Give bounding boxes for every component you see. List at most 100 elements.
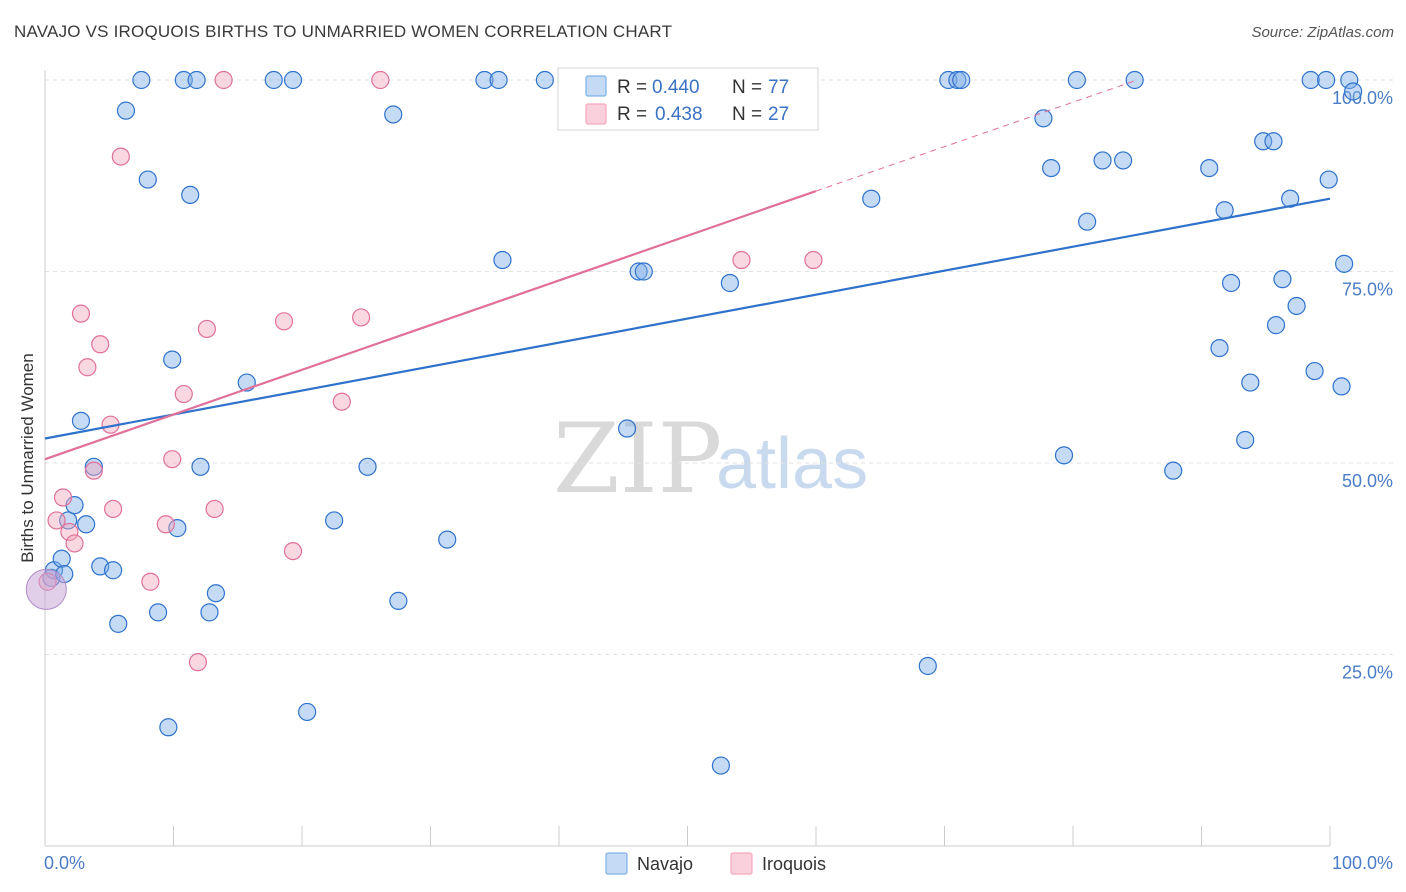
navajo-point xyxy=(1254,132,1273,151)
navajo-point xyxy=(71,411,91,430)
navajo-point xyxy=(181,185,200,204)
navajo-point xyxy=(918,656,937,676)
navajo-points xyxy=(42,70,1363,775)
bottom-legend-navajo-label: Navajo xyxy=(637,854,693,874)
navajo-point xyxy=(535,70,554,90)
navajo-point xyxy=(132,70,151,90)
navajo-point xyxy=(1034,109,1053,128)
navajo-point xyxy=(159,718,178,737)
navajo-point xyxy=(77,515,96,534)
series-legend: Navajo Iroquois xyxy=(605,852,826,875)
watermark-atlas: atlas xyxy=(716,424,868,504)
iroquois-point xyxy=(156,515,175,534)
navajo-point xyxy=(1305,361,1324,381)
iroquois-point xyxy=(371,70,390,90)
bottom-legend-iroquois-label: Iroquois xyxy=(762,854,826,874)
navajo-point xyxy=(1200,158,1219,178)
navajo-point xyxy=(1054,446,1074,465)
navajo-point xyxy=(389,591,408,610)
bottom-legend-iroquois-swatch xyxy=(730,852,753,875)
navajo-point xyxy=(711,756,731,775)
iroquois-point xyxy=(205,499,224,519)
source-label: Source: ZipAtlas.com xyxy=(1251,24,1394,41)
navajo-point xyxy=(493,250,512,270)
navajo-point xyxy=(720,273,740,293)
iroquois-point xyxy=(104,499,123,519)
navajo-point xyxy=(1241,373,1260,392)
iroquois-point xyxy=(214,70,233,90)
gridlines xyxy=(45,79,1393,655)
navajo-point xyxy=(1067,70,1086,90)
iroquois-point xyxy=(732,250,751,270)
navajo-point xyxy=(52,549,71,568)
navajo-point xyxy=(109,614,128,633)
navajo-point xyxy=(1266,316,1286,335)
watermark: ZIP atlas xyxy=(553,403,868,515)
navajo-point xyxy=(325,511,344,530)
iroquois-point xyxy=(53,488,73,507)
iroquois-point xyxy=(274,312,294,331)
iroquois-point xyxy=(84,461,103,480)
legend-navajo-n-value: 77 xyxy=(768,77,789,98)
navajo-point xyxy=(1264,132,1283,151)
navajo-point xyxy=(1093,151,1112,170)
navajo-point xyxy=(1344,82,1363,101)
navajo-point xyxy=(1221,273,1241,293)
navajo-point xyxy=(629,262,648,281)
iroquois-points xyxy=(25,70,823,672)
watermark-zip: ZIP xyxy=(553,403,722,515)
iroquois-trend-line xyxy=(44,190,817,461)
bottom-legend-navajo-swatch xyxy=(605,852,628,875)
navajo-point xyxy=(1340,70,1359,90)
navajo-point xyxy=(116,101,136,120)
legend-iroquois-swatch xyxy=(585,103,607,125)
y-tick-labels: 25.0% 50.0% 75.0% 100.0% xyxy=(1332,88,1393,683)
iroquois-point xyxy=(188,653,208,672)
iroquois-point xyxy=(163,450,182,469)
navajo-point xyxy=(1125,70,1144,90)
iroquois-point xyxy=(60,522,79,542)
navajo-trend-line xyxy=(44,197,1331,440)
iroquois-point xyxy=(111,147,130,166)
navajo-point xyxy=(187,70,206,90)
navajo-point xyxy=(1273,270,1292,289)
legend-iroquois-n-value: 27 xyxy=(768,104,789,125)
navajo-point xyxy=(138,170,157,189)
x-tick-label-min: 0.0% xyxy=(44,853,85,873)
navajo-point xyxy=(952,70,971,90)
navajo-point xyxy=(948,70,967,90)
cluster-point xyxy=(25,568,67,610)
navajo-point xyxy=(634,262,653,281)
legend-navajo-r-value: 0.440 xyxy=(652,77,700,98)
legend-iroquois-r-value: 0.438 xyxy=(655,104,703,125)
iroquois-point xyxy=(91,335,110,354)
legend-navajo-r-label: R = xyxy=(617,77,647,98)
navajo-point xyxy=(206,584,226,603)
iroquois-point xyxy=(65,534,84,553)
iroquois-point xyxy=(283,541,303,561)
iroquois-point xyxy=(47,511,66,530)
navajo-point xyxy=(475,70,494,90)
trend-lines xyxy=(44,79,1331,461)
legend-iroquois-n-label: N = xyxy=(732,104,762,125)
iroquois-point xyxy=(174,384,193,404)
navajo-point xyxy=(168,519,187,538)
navajo-point xyxy=(298,702,317,722)
navajo-point xyxy=(200,603,219,622)
navajo-point xyxy=(384,105,403,124)
navajo-point xyxy=(1332,377,1351,396)
navajo-point xyxy=(163,350,182,369)
navajo-point xyxy=(1319,170,1338,189)
navajo-point xyxy=(264,70,283,90)
iroquois-point xyxy=(804,250,823,270)
navajo-point xyxy=(283,70,303,90)
navajo-point xyxy=(1164,461,1183,480)
navajo-point xyxy=(1114,151,1133,170)
navajo-point xyxy=(438,530,457,549)
y-tick-label: 100.0% xyxy=(1332,88,1393,108)
iroquois-point xyxy=(71,304,91,323)
navajo-point xyxy=(618,419,637,438)
navajo-point xyxy=(174,70,193,90)
iroquois-point xyxy=(141,572,160,591)
navajo-point xyxy=(1317,70,1336,90)
